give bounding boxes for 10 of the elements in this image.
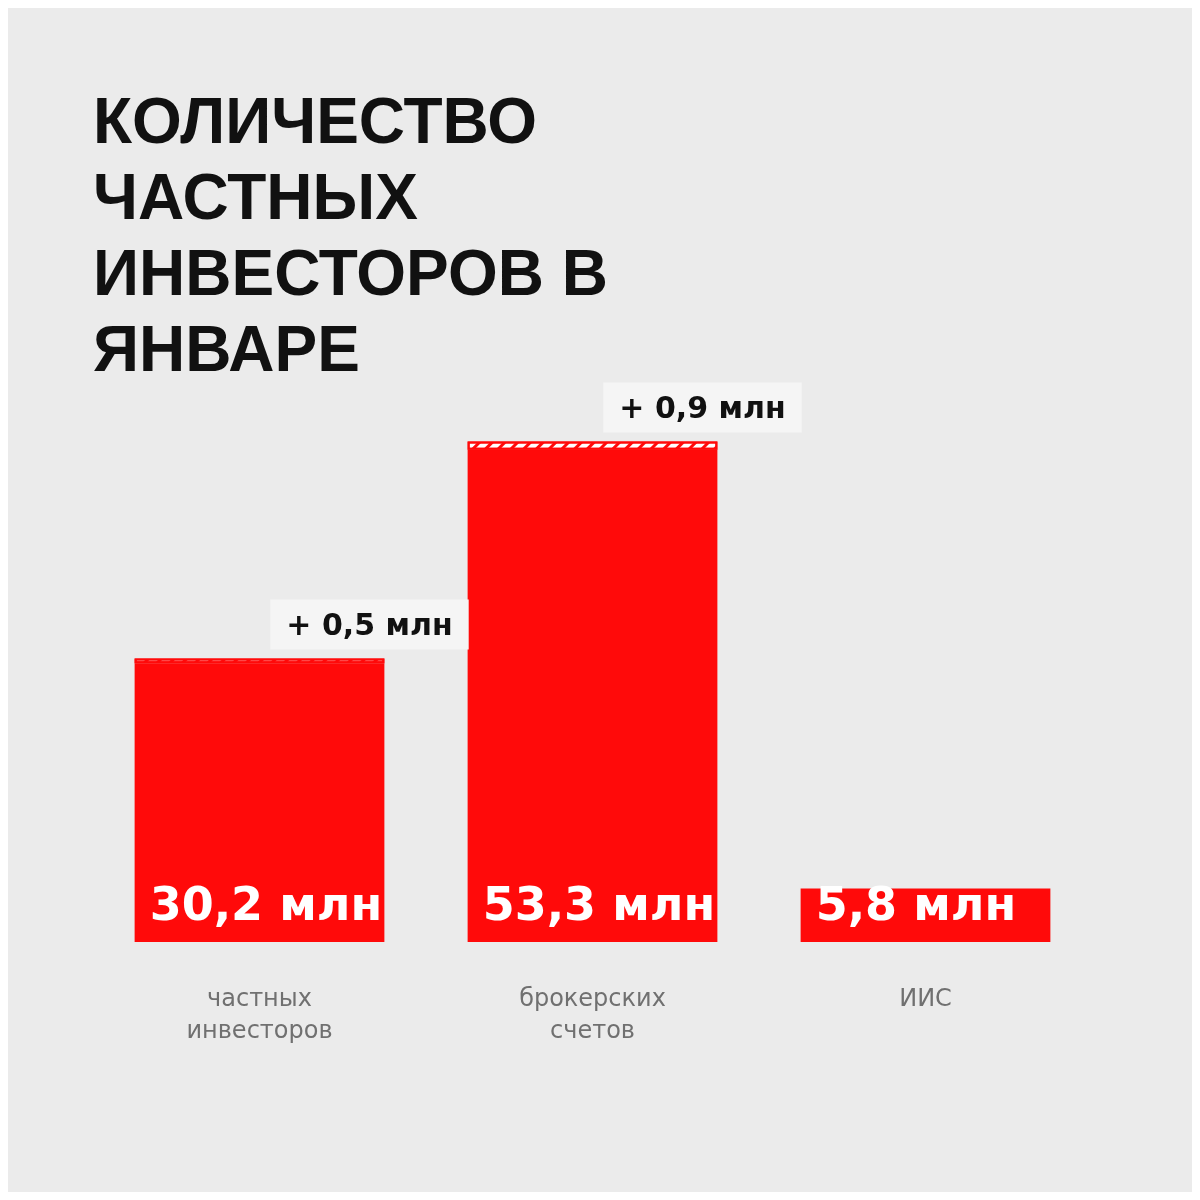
bar bbox=[134, 663, 385, 942]
x-tick-label: частных инвесторов bbox=[186, 984, 333, 1044]
x-tick-label: брокерских счетов bbox=[519, 984, 666, 1044]
data-label: 30,2 млн bbox=[149, 877, 383, 931]
chart-title: КОЛИЧЕСТВО ЧАСТНЫХ ИНВЕСТОРОВ В ЯНВАРЕ bbox=[93, 85, 626, 385]
data-label: + 0,9 млн bbox=[619, 390, 786, 426]
data-label: 5,8 млн bbox=[815, 877, 1017, 931]
x-tick-label: ИИС bbox=[899, 984, 952, 1012]
data-label: + 0,5 млн bbox=[286, 607, 453, 643]
data-label: 53,3 млн bbox=[482, 877, 716, 931]
